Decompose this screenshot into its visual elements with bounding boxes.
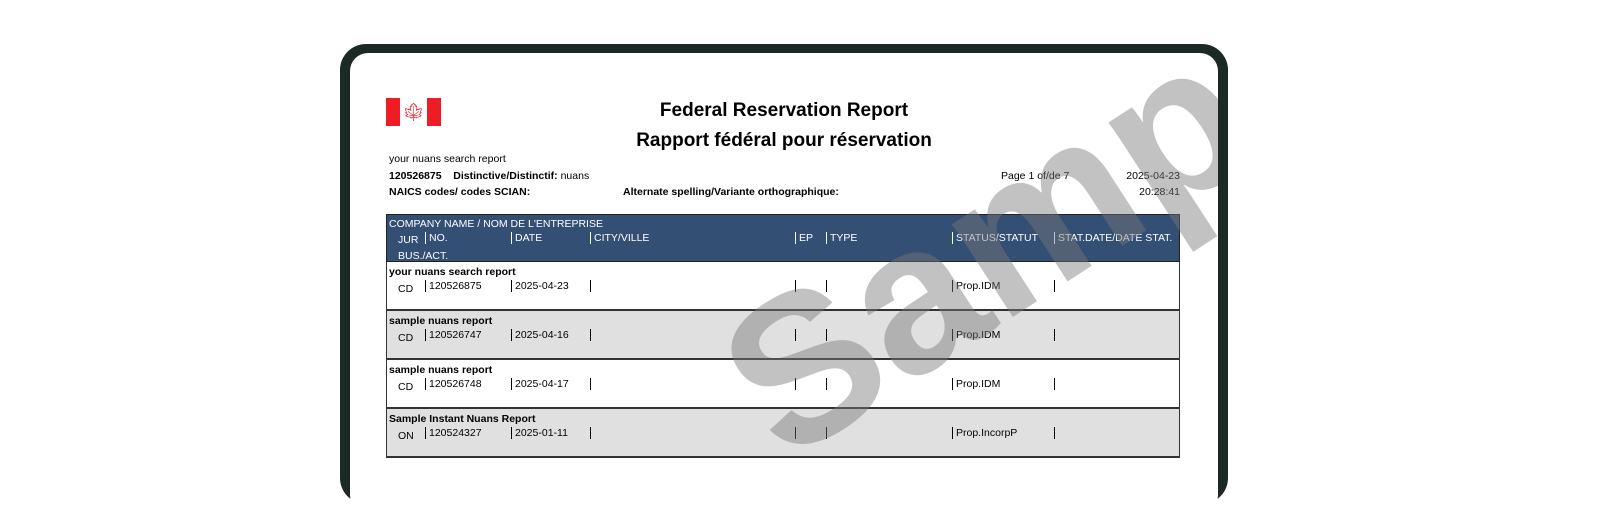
col-stat-date: STAT.DATE/DATE STAT.	[1054, 232, 1172, 244]
stat-date	[1054, 329, 1061, 341]
stat-date	[1054, 427, 1061, 439]
table-row[interactable]: sample nuans report CD 120526748 2025-04-17…	[386, 360, 1180, 409]
report-page: 🍁︎ Federal Reservation Report Rapport fé…	[350, 53, 1218, 513]
number: 120526748	[425, 378, 482, 390]
col-type: TYPE	[826, 232, 857, 244]
table-row[interactable]: your nuans search report CD 120526875 2025-…	[386, 262, 1180, 311]
report-date: 2025-04-23	[1126, 170, 1180, 182]
number: 120526747	[425, 329, 482, 341]
status: Prop.IDM	[952, 378, 1000, 390]
company-name: your nuans search report	[389, 266, 516, 278]
date: 2025-04-17	[511, 378, 569, 390]
report-time: 20:28:41	[1139, 186, 1180, 198]
type	[826, 427, 833, 439]
date: 2025-04-23	[511, 280, 569, 292]
table-row[interactable]: sample nuans report CD 120526747 2025-04-16…	[386, 311, 1180, 360]
jur: CD	[398, 283, 414, 295]
alternate-label: Alternate spelling/Variante orthographiq…	[623, 186, 839, 198]
city	[590, 427, 597, 439]
ep	[795, 427, 802, 439]
jur: CD	[398, 381, 414, 393]
col-bus: BUS./ACT.	[398, 250, 449, 262]
company-name: sample nuans report	[389, 315, 493, 327]
distinctive-label: Distinctive/Distinctif:	[453, 170, 558, 182]
page-number: Page 1 of/de 7	[1001, 170, 1070, 182]
report-title-en: Federal Reservation Report	[659, 100, 909, 121]
results-table: COMPANY NAME / NOM DE L'ENTREPRISE JUR N…	[386, 214, 1180, 458]
date: 2025-04-16	[511, 329, 569, 341]
search-name: your nuans search report	[389, 153, 506, 165]
status: Prop.IDM	[952, 329, 1000, 341]
col-date: DATE	[511, 232, 542, 244]
col-ep: EP	[795, 232, 813, 244]
naics-label: NAICS codes/ codes SCIAN:	[389, 186, 531, 198]
table-header: COMPANY NAME / NOM DE L'ENTREPRISE JUR N…	[386, 214, 1180, 262]
company-name: sample nuans report	[389, 364, 493, 376]
date: 2025-01-11	[511, 427, 568, 439]
type	[826, 280, 833, 292]
jur: CD	[398, 332, 414, 344]
type	[826, 378, 833, 390]
report-line: 120526875 Distinctive/Distinctif: nuans	[389, 170, 589, 182]
canada-flag-icon: 🍁︎	[386, 98, 441, 126]
type	[826, 329, 833, 341]
col-jur: JUR	[398, 234, 419, 246]
jur: ON	[398, 430, 414, 442]
report-title-fr: Rapport fédéral pour réservation	[636, 130, 932, 151]
distinctive-value: nuans	[560, 170, 590, 182]
ep	[795, 280, 802, 292]
col-no: NO.	[425, 232, 448, 244]
ep	[795, 329, 802, 341]
report-number: 120526875	[389, 170, 442, 182]
stat-date	[1054, 280, 1061, 292]
stat-date	[1054, 378, 1061, 390]
number: 120524327	[425, 427, 482, 439]
city	[590, 378, 597, 390]
city	[590, 329, 597, 341]
city	[590, 280, 597, 292]
status: Prop.IDM	[952, 280, 1000, 292]
status: Prop.IncorpP	[952, 427, 1017, 439]
col-company: COMPANY NAME / NOM DE L'ENTREPRISE	[389, 218, 603, 230]
col-status: STATUS/STATUT	[952, 232, 1038, 244]
number: 120526875	[425, 280, 482, 292]
table-row[interactable]: Sample Instant Nuans Report ON 120524327 20…	[386, 409, 1180, 458]
ep	[795, 378, 802, 390]
col-city: CITY/VILLE	[590, 232, 649, 244]
company-name: Sample Instant Nuans Report	[389, 413, 536, 425]
